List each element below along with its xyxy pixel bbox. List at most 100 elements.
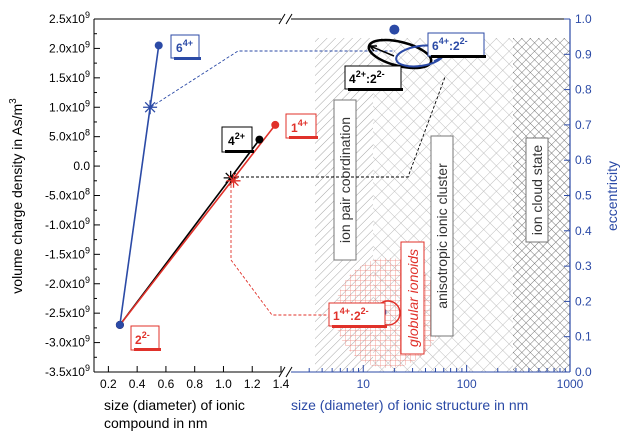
series-point [271,120,280,129]
series-point [154,41,163,50]
left-y-tick-label: 2.5x109 [49,10,90,26]
region-label-ion-pair-text: ion pair coordination [337,117,353,243]
mean-marker [226,173,241,188]
label-one-two-s1: 4+ [340,306,350,316]
x-left-tick-label: 0.8 [186,377,203,391]
left-y-tick-label: 0.0 [73,159,90,173]
svg-text:14+:22-: 14+:22- [333,306,369,323]
right-y-tick-label: 0.2 [575,294,592,308]
label-six-sup: 4+ [183,38,193,48]
right-y-tick-label: 0.7 [575,118,592,132]
label-four-two: 42+:22- [344,65,403,91]
left-x-ticks: 0.2 0.4 0.6 0.8 1.0 1.2 1.4 [100,366,290,391]
right-y-ticks: 0.0 0.1 0.2 0.3 0.4 0.5 0.6 0.7 0.8 0.9 1.0 [564,12,592,379]
connector-red [230,180,375,316]
right-y-tick-label: 0.5 [575,189,592,203]
svg-text:42+:22-: 42+:22- [349,69,385,86]
label-four-two-s1: 2+ [356,69,366,79]
series-line [119,124,276,326]
label-four-sup: 2+ [235,131,245,141]
left-y-tick-label: 2.0x109 [49,39,90,55]
right-y-tick-label: 0.4 [575,224,592,238]
right-y-tick-label: 1.0 [575,12,592,26]
axis-break-bottom [278,366,293,378]
x-right-tick-label: 10 [357,377,371,391]
x-left-axis-title-line2: compound in nm [104,415,208,431]
label-six-base: 6 [176,41,183,55]
label-one-base: 1 [291,121,298,135]
label-one-two-s2: 2- [361,306,369,316]
label-one-two: 14+:22- [328,302,387,328]
region-label-ion-cloud: ion cloud state [525,137,549,243]
x-left-tick-label: 0.2 [100,377,117,391]
region-label-anisotropic: anisotropic ionic cluster [430,135,454,337]
label-six: 64+ [170,34,201,60]
right-y-tick-label: 0.9 [575,47,592,61]
label-six-two-mid: :2 [449,39,460,53]
label-one-two-mid: :2 [350,309,361,323]
svg-text:14+: 14+ [291,118,308,135]
x-left-tick-label: 1.2 [244,377,261,391]
left-y-tick-label: 1.0x109 [49,98,90,114]
left-y-tick-label: -3.5x109 [45,363,90,379]
left-y-tick-label: -3.0x109 [45,334,90,350]
ellipse-point-blue [389,24,400,35]
left-y-tick-label: 5.0x108 [49,128,90,144]
left-y-tick-label: -5.0x108 [45,187,90,203]
series-line [119,45,160,326]
left-axis-title-sup: 3 [8,98,19,104]
region-label-ion-pair: ion pair coordination [333,99,357,261]
axis-break-top [278,13,293,25]
label-six-two-s2: 2- [460,36,468,46]
right-y-tick-label: 0.8 [575,83,592,97]
x-left-tick-label: 0.6 [158,377,175,391]
mean-marker [143,100,158,115]
series-point [115,320,124,329]
right-y-tick-label: 0.3 [575,259,592,273]
connector-black [236,76,446,178]
left-y-ticks: 2.5x109 2.0x109 1.5x109 1.0x109 5.0x108 0.0 -5… [45,10,100,379]
x-right-tick-label: 1000 [557,377,584,391]
x-left-axis-title-line1: size (diameter) of ionic [104,397,245,413]
label-four: 42+ [221,126,254,153]
label-four-two-s2: 2- [377,69,385,79]
label-four-base: 4 [228,134,235,148]
left-y-tick-label: -1.0x109 [45,216,90,232]
x-left-tick-label: 1.4 [273,377,290,391]
left-axis-title-text: volume charge density in As/m [9,104,25,294]
left-axis-title: volume charge density in As/m3 [8,98,25,294]
label-four-two-mid: :2 [366,72,377,86]
x-left-tick-label: 0.4 [129,377,146,391]
left-y-tick-label: -1.5x109 [45,245,90,261]
series-layer [115,41,280,329]
right-axis-title: eccentricity [604,161,620,231]
svg-text:64+:22-: 64+:22- [432,36,468,53]
label-two-sup: 2- [142,330,150,340]
region-label-anisotropic-text: anisotropic ionic cluster [434,163,450,309]
x-left-tick-label: 1.0 [215,377,232,391]
mean-markers [143,100,241,188]
region-label-ion-cloud-text: ion cloud state [529,145,545,235]
left-y-tick-label: -2.5x109 [45,304,90,320]
right-x-ticks: 10 100 1000 [308,365,584,391]
series-point [255,135,264,144]
globular-ionoids-text: globular ionoids [405,249,421,347]
label-two-base: 2 [135,333,142,347]
left-y-tick-label: 1.5x109 [49,69,90,85]
right-y-tick-label: 0.0 [575,365,592,379]
svg-text:64+: 64+ [176,38,193,55]
label-one: 14+ [285,113,318,139]
label-one-two-b1: 1 [333,309,340,323]
x-right-axis-title: size (diameter) of ionic structure in nm [291,397,528,413]
label-four-two-b1: 4 [349,72,356,86]
svg-text:42+: 42+ [228,131,245,148]
globular-ionoids-annotation: globular ionoids [400,241,425,355]
left-y-tick-label: -2.0x109 [45,275,90,291]
label-one-sup: 4+ [298,118,308,128]
label-six-two-s1: 4+ [439,36,449,46]
svg-text:22-: 22- [135,330,150,347]
label-two: 22- [130,325,161,351]
label-six-two: 64+:22- [427,32,486,58]
right-y-tick-label: 0.1 [575,330,592,344]
